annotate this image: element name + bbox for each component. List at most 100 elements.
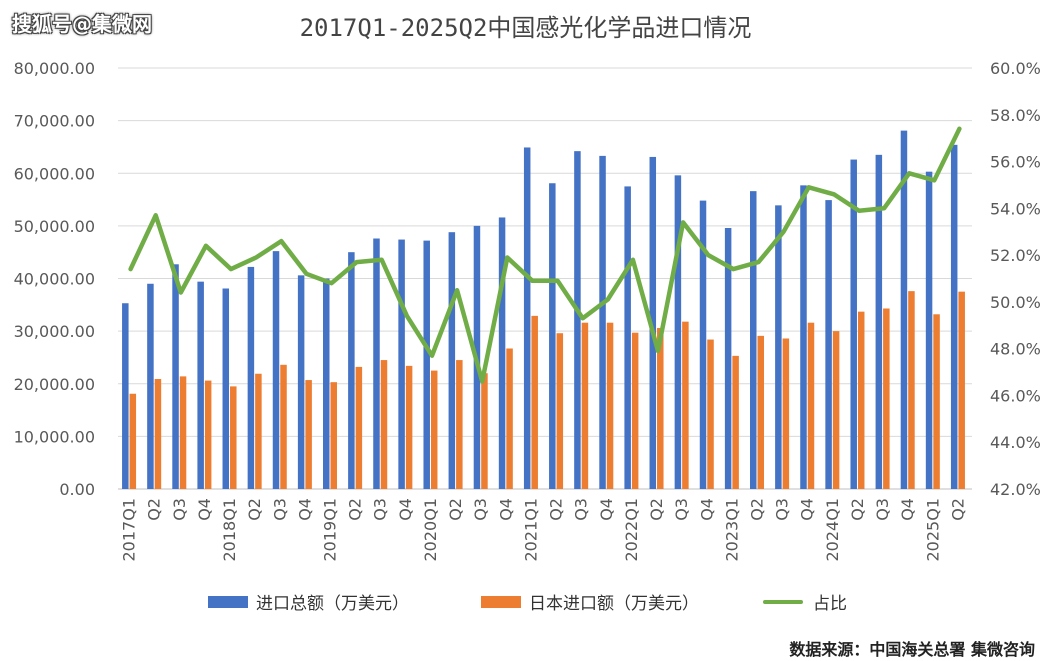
bar-total <box>373 238 380 489</box>
legend-swatch-share <box>763 599 803 604</box>
x-tick-label: Q4 <box>295 498 314 521</box>
bar-japan <box>757 335 764 489</box>
y-tick-label: 20,000.00 <box>14 375 95 394</box>
x-tick-label: Q3 <box>270 498 289 521</box>
bar-total <box>398 239 405 489</box>
bar-japan <box>732 355 739 489</box>
bar-japan <box>430 370 438 489</box>
bar-japan <box>933 314 940 489</box>
bar-total <box>197 281 204 489</box>
x-tick-label: Q2 <box>446 498 465 521</box>
bar-total <box>272 251 280 489</box>
bar-japan <box>481 373 488 489</box>
x-tick-label: 2020Q1 <box>421 498 440 562</box>
y-tick-label: 60,000.00 <box>14 164 95 183</box>
bar-japan <box>380 360 388 489</box>
x-tick-label: 2024Q1 <box>823 498 842 562</box>
bar-japan <box>179 376 187 489</box>
bar-japan <box>330 382 337 489</box>
y-tick-label: 40,000.00 <box>14 270 95 289</box>
bar-japan <box>958 291 965 489</box>
x-tick-label: Q4 <box>697 498 716 521</box>
bar-total <box>222 288 230 489</box>
bar-japan <box>581 322 589 489</box>
y-tick-label: 50,000.00 <box>14 217 95 236</box>
x-tick-label: Q3 <box>773 498 792 521</box>
bar-japan <box>606 322 614 489</box>
bar-japan <box>154 379 162 489</box>
legend-swatch-japan <box>481 595 521 608</box>
bar-japan <box>255 373 262 489</box>
x-tick-label: Q2 <box>647 498 666 521</box>
y-tick-label: 0.00 <box>59 480 95 499</box>
y-tick-label: 30,000.00 <box>14 322 95 341</box>
x-tick-label: Q4 <box>898 498 917 521</box>
y2-tick-label: 52.0% <box>990 246 1041 265</box>
x-tick-label: Q3 <box>170 498 189 521</box>
watermark: 搜狐号@集微网 <box>12 12 152 36</box>
bar-total <box>825 200 832 489</box>
x-tick-label: Q2 <box>547 498 566 521</box>
x-tick-label: Q2 <box>948 498 967 521</box>
bar-total <box>172 264 179 489</box>
bar-japan <box>657 327 664 489</box>
x-tick-label: 2023Q1 <box>722 498 741 562</box>
bar-total <box>674 175 682 490</box>
x-tick-label: Q4 <box>195 498 214 521</box>
x-tick-label: Q3 <box>572 498 591 521</box>
bar-japan <box>305 380 312 489</box>
bar-total <box>549 183 556 489</box>
legend-item-japan: 日本进口额（万美元） <box>481 589 699 614</box>
bar-total <box>523 147 531 489</box>
bar-japan <box>129 393 137 489</box>
bar-japan <box>506 348 513 489</box>
y2-tick-label: 54.0% <box>990 199 1041 218</box>
legend-label-japan: 日本进口额（万美元） <box>529 594 699 614</box>
x-tick-label: Q4 <box>496 498 515 521</box>
bar-japan <box>682 321 689 489</box>
bar-total <box>699 200 707 490</box>
x-tick-label: 2018Q1 <box>220 498 239 562</box>
bar-japan <box>707 339 714 489</box>
bar-total <box>323 278 330 489</box>
bar-total <box>574 151 581 489</box>
bar-total <box>423 240 430 489</box>
y2-tick-label: 50.0% <box>990 293 1041 312</box>
bar-japan <box>531 315 538 489</box>
y-tick-label: 70,000.00 <box>14 112 95 131</box>
y2-tick-label: 60.0% <box>990 59 1041 78</box>
bar-total <box>599 155 606 490</box>
x-tick-label: 2021Q1 <box>521 498 540 562</box>
bar-total <box>850 159 857 489</box>
x-tick-label: Q2 <box>748 498 767 521</box>
x-tick-label: Q2 <box>145 498 164 521</box>
bar-japan <box>832 331 840 489</box>
bar-total <box>724 227 732 490</box>
y2-tick-label: 42.0% <box>990 480 1041 499</box>
bar-japan <box>204 380 212 489</box>
bar-total <box>122 303 129 489</box>
y2-tick-label: 46.0% <box>990 386 1041 405</box>
chart-title: 2017Q1-2025Q2中国感光化学品进口情况 <box>299 14 752 42</box>
legend-label-share: 占比 <box>813 594 847 614</box>
bar-japan <box>556 333 564 489</box>
bar-japan <box>782 338 790 489</box>
bar-japan <box>857 311 865 489</box>
x-tick-label: Q4 <box>798 498 817 521</box>
x-tick-label: 2017Q1 <box>120 498 139 562</box>
x-tick-label: 2025Q1 <box>923 498 942 562</box>
legend-item-total: 进口总额（万美元） <box>208 589 409 614</box>
bar-total <box>950 144 958 489</box>
bar-total <box>498 217 506 489</box>
x-tick-label: Q4 <box>396 498 415 521</box>
y-tick-label: 80,000.00 <box>14 59 95 78</box>
legend-item-share: 占比 <box>763 589 847 614</box>
y2-tick-label: 44.0% <box>990 433 1041 452</box>
y2-tick-label: 48.0% <box>990 340 1041 359</box>
x-tick-label: 2019Q1 <box>321 498 340 562</box>
x-tick-label: Q3 <box>873 498 892 521</box>
legend: 进口总额（万美元） 日本进口额（万美元） 占比 <box>0 589 1051 615</box>
bar-total <box>297 275 305 489</box>
y2-tick-label: 56.0% <box>990 153 1041 172</box>
